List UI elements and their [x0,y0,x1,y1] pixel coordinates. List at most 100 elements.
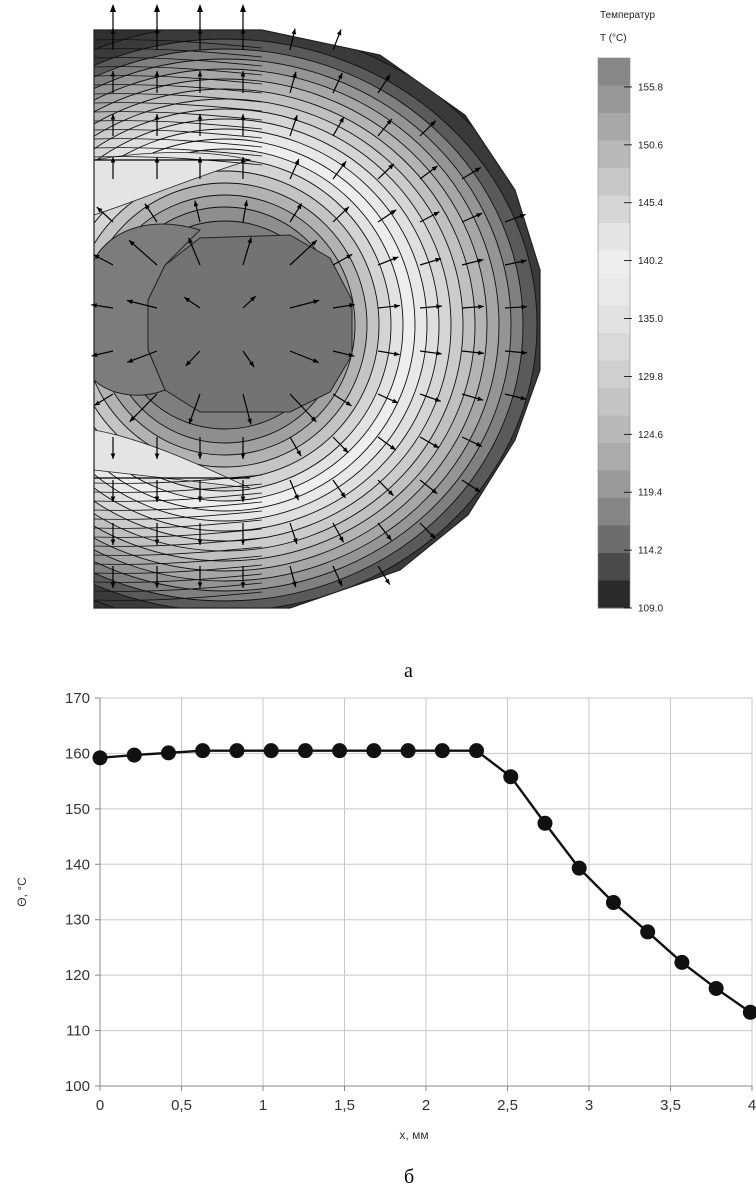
legend-title: Температур [600,10,656,21]
legend-swatch [598,85,630,114]
flux-arrow-head [520,259,527,264]
flux-arrow-head [386,534,392,541]
isotherm-line [94,156,263,166]
y-tick-label: 100 [65,1078,90,1095]
contour-band [94,429,251,489]
y-tick-label: 170 [65,690,90,707]
flux-arrow-head [197,496,203,502]
temperature-profile-chart: 0 0,5 1 1,5 2 2,5 3 3,5 4 100 110 120 130 140 150 160 17… [15,690,756,1142]
flux-arrow-head [110,28,116,34]
flux-arrow-head [247,237,252,244]
flux-arrow-head [433,443,440,448]
legend-swatch [598,113,630,141]
flux-arrow-head [388,163,394,170]
flux-arrow-head [477,258,484,264]
flux-arrow-head [293,115,298,122]
contour-field [94,30,540,608]
data-point [126,747,142,763]
caption-a: а [404,660,413,682]
flux-arrow-head [434,397,441,402]
isotherm-line [94,510,263,520]
flux-arrow-head [185,360,192,367]
flux-arrow-head [154,496,160,502]
x-tick-label: 2 [422,1097,430,1114]
contour-core [147,234,353,413]
flux-arrow-head [336,29,342,36]
isotherm-line [94,138,263,148]
isotherm-line [94,573,263,583]
contour-left-lobe [94,223,201,396]
isotherm-line [94,39,263,49]
flux-arrow-head [250,296,256,302]
isotherm-line [94,474,263,484]
flux-arrow-head [393,351,400,357]
flux-arrow-head [435,257,442,263]
y-tick-label: 140 [65,856,90,873]
flux-arrow-head [292,581,297,588]
data-point [640,924,656,940]
flux-arrow-head [348,303,355,308]
isotherm-line [94,66,263,76]
flux-arrow-head [110,4,116,12]
flux-arrow-head [126,299,133,305]
x-tick-label: 0,5 [171,1097,192,1114]
flux-arrow-head [520,395,527,401]
flux-arrow-head [197,453,203,459]
isotherm-line [94,555,263,565]
legend-frame [597,57,631,609]
flux-arrow-head [110,582,116,588]
flux-arrow-head [343,206,349,213]
flux-arrow-head [110,453,116,459]
flux-arrow-head [296,450,302,457]
flux-arrow-head [519,214,526,219]
flux-arrow-head [154,582,160,588]
legend-swatch [598,498,630,526]
legend-unit: T (°C) [600,33,627,44]
temperature-contour-panel: 155.8 150.6 145.4 140.2 135.0 129.8 124.6 119.4… [91,4,663,615]
legend-tick-label: 119.4 [638,488,663,499]
flux-arrow-head [521,304,527,310]
flux-arrow [289,239,318,266]
y-axis-label: Θ, °C [15,877,29,907]
data-point [366,743,382,759]
flux-arrow-head [197,539,203,545]
color-legend: 155.8 150.6 145.4 140.2 135.0 129.8 124.6 119.4… [597,57,663,615]
y-tick-label: 110 [66,1023,90,1040]
flux-arrow-head [154,28,160,34]
flux-arrow-head [390,209,397,215]
flux-arrow-head [339,116,344,123]
isotherm-line [94,564,263,574]
data-point [605,895,621,911]
legend-tick-label: 140.2 [638,256,663,267]
flux-arrow-head [340,492,346,499]
flux-arrow-head [240,114,246,120]
flux-arrow-head [144,203,150,210]
flux-arrows [91,4,527,588]
flux-arrow-head [340,161,347,168]
isotherm-line [94,528,263,538]
isotherm-line [94,501,263,511]
flux-arrow-head [292,71,297,78]
legend-swatch [598,525,630,554]
data-point [92,750,108,766]
legend-tick-label: 124.6 [638,430,663,441]
flux-arrow-head [392,256,399,262]
flux-arrow-head [433,211,440,217]
flux-arrow-head [240,71,246,77]
flux-arrow-head [394,303,400,309]
legend-swatch [598,58,630,86]
isotherm-line [94,546,263,556]
flux-arrow-head [474,487,481,493]
isotherm-line [94,111,263,121]
flux-arrow-head [154,539,160,545]
legend-swatch [598,580,630,609]
chart-grid [95,697,753,1091]
flux-arrow-head [188,418,194,425]
x-axis-label: x, мм [399,1128,428,1142]
isotherm-line [94,483,263,493]
data-point [434,743,450,759]
isotherm-line [94,93,263,103]
flux-arrow-head [338,536,344,543]
isotherm-line [94,582,263,592]
flux-arrow-head [110,539,116,545]
